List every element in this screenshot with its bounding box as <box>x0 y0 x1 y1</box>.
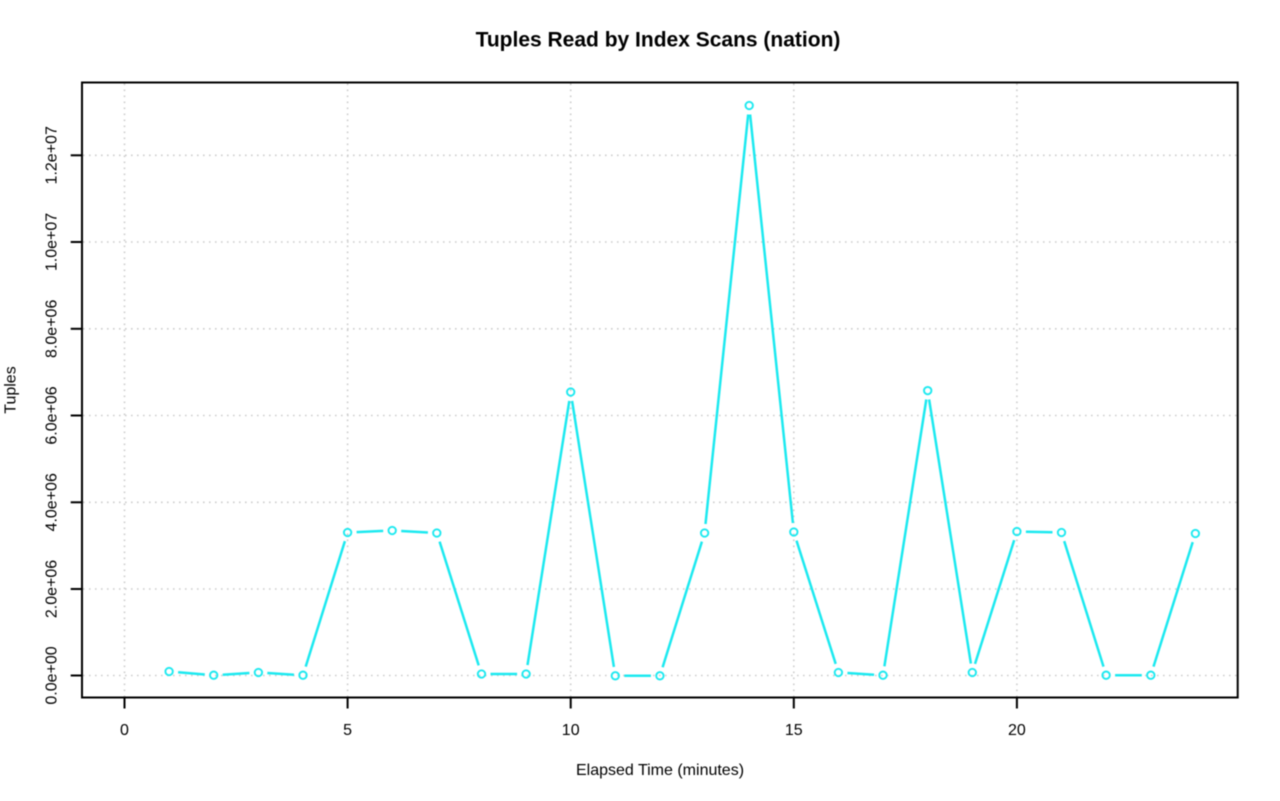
svg-text:10: 10 <box>562 722 580 739</box>
svg-text:0: 0 <box>120 722 129 739</box>
svg-text:Tuples Read by Index Scans (na: Tuples Read by Index Scans (nation) <box>476 28 841 51</box>
svg-text:15: 15 <box>785 722 803 739</box>
svg-text:1.0e+07: 1.0e+07 <box>44 213 61 271</box>
svg-text:6.0e+06: 6.0e+06 <box>44 386 61 444</box>
svg-text:20: 20 <box>1008 722 1026 739</box>
svg-text:Elapsed Time (minutes): Elapsed Time (minutes) <box>576 762 744 779</box>
svg-text:5: 5 <box>343 722 352 739</box>
svg-text:0.0e+00: 0.0e+00 <box>44 646 61 704</box>
svg-text:4.0e+06: 4.0e+06 <box>44 473 61 531</box>
svg-text:2.0e+06: 2.0e+06 <box>44 560 61 618</box>
svg-text:Tuples: Tuples <box>3 366 20 413</box>
svg-text:8.0e+06: 8.0e+06 <box>44 300 61 358</box>
svg-text:1.2e+07: 1.2e+07 <box>44 126 61 184</box>
